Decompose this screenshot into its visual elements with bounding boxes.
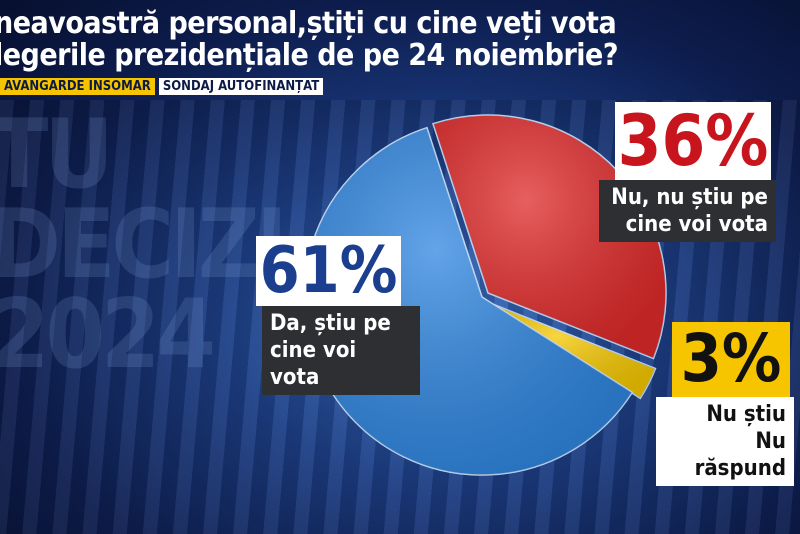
slice-label-line: Da, știu pe xyxy=(270,311,391,336)
slice-label-line: Nu, nu știu pe xyxy=(611,185,768,210)
title-line-2: legerile prezidențiale de pe 24 noiembri… xyxy=(0,38,619,73)
pie-slice-shading xyxy=(432,114,667,359)
slice-value-label: 61% xyxy=(256,236,401,306)
slice-value-label: 3% xyxy=(672,322,790,397)
slice-label-line: cine voi vota xyxy=(270,338,357,390)
slice-label: Nu, nu știu pe cine voi vota xyxy=(599,180,776,242)
question-title: neavoastră personal,știți cu cine veți v… xyxy=(0,6,619,73)
source-tag: AVANGARDE INSOMAR xyxy=(0,78,155,95)
background-logo-text: TU DECIZI 2024 xyxy=(0,100,288,390)
tags: AVANGARDE INSOMAR SONDAJ AUTOFINANȚAT xyxy=(0,78,324,95)
bg-text-line: DECIZI xyxy=(0,190,288,300)
slice-label: Nu știu Nu răspund xyxy=(656,397,794,486)
slice-label-line: Nu răspund xyxy=(694,429,786,481)
bg-text-line: 2024 xyxy=(0,280,216,390)
bg-text-line: TU xyxy=(0,100,114,210)
title-line-1: neavoastră personal,știți cu cine veți v… xyxy=(0,6,617,41)
slice-label-line: Nu știu xyxy=(706,402,786,427)
slice-label-line: cine voi vota xyxy=(625,212,768,237)
pie-slice-shading xyxy=(490,303,656,399)
slice-label: Da, știu pe cine voi vota xyxy=(262,306,420,395)
slice-value-label: 36% xyxy=(615,102,771,180)
funding-tag: SONDAJ AUTOFINANȚAT xyxy=(158,78,324,95)
